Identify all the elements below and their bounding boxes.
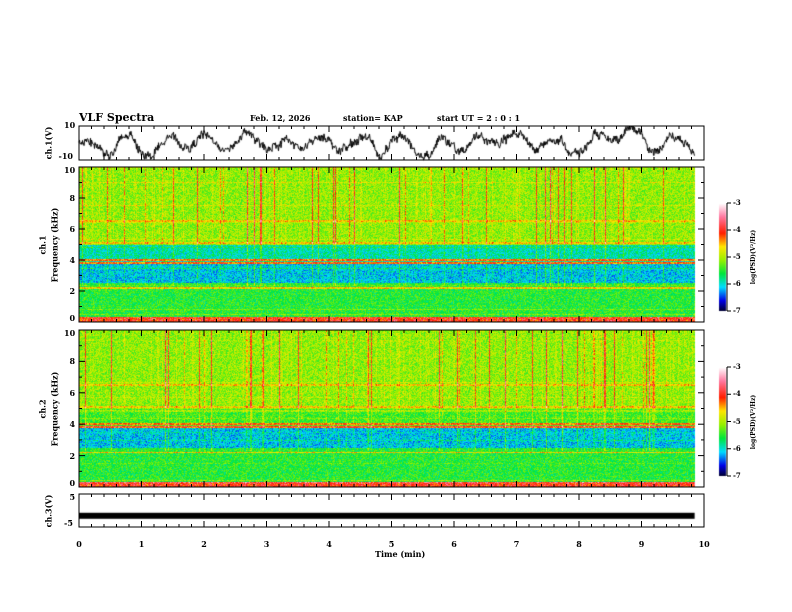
y-tick-label: 4 [69, 255, 76, 265]
y-tick-label: 6 [69, 224, 76, 234]
x-tick-label: 0 [76, 539, 82, 549]
colorbar-tick-label: -6 [733, 279, 741, 288]
x-tick-label: 3 [263, 539, 270, 549]
y-axis-label: ch.3(V) [42, 494, 53, 527]
y-tick-label: 10 [64, 328, 76, 338]
x-tick-label: 10 [698, 539, 710, 549]
y-tick-label: 5 [69, 492, 76, 502]
y-axis-label: ch.1(V) [42, 126, 53, 160]
y-tick-label: 2 [69, 286, 76, 296]
y-tick-label: 4 [69, 419, 76, 430]
y-tick-label: 0 [69, 478, 76, 488]
station-label: station= KAP [343, 113, 403, 123]
y-axis-channel-label: ch.1 [37, 234, 48, 255]
y-axis-label: Frequency (kHz) [48, 207, 59, 282]
colorbar-tick-label: -3 [733, 198, 741, 207]
y-axis-channel-label: ch.2 [37, 398, 48, 419]
colorbar-label: log(PSD)(V²/Hz) [750, 229, 758, 285]
y-tick-label: 10 [64, 165, 76, 175]
x-tick-label: 7 [513, 539, 520, 549]
y-tick-label: 2 [69, 450, 76, 461]
chart-title: VLF Spectra [79, 111, 155, 124]
y-tick-label: 10 [64, 120, 76, 130]
x-tick-label: 6 [451, 539, 457, 549]
ch1-spec-frame [78, 166, 705, 323]
colorbar-tick-label: -3 [733, 362, 741, 371]
colorbar-tick-label: -7 [733, 306, 741, 315]
colorbar-tick-label: -4 [733, 225, 741, 234]
ch2-spec-frame [78, 329, 705, 488]
date-label: Feb. 12, 2026 [250, 113, 311, 123]
x-tick-label: 9 [638, 539, 645, 549]
start-ut-label: start UT = 2 : 0 : 1 [437, 113, 521, 123]
y-tick-label: 0 [69, 313, 76, 323]
x-tick-label: 4 [326, 539, 332, 549]
y-tick-label: -5 [64, 518, 73, 528]
colorbar-tick-label: -4 [733, 389, 741, 399]
colorbar-tick-label: -6 [733, 443, 741, 453]
y-axis-label: Frequency (kHz) [48, 371, 59, 446]
x-axis-label: Time (min) [375, 549, 426, 559]
x-tick-label: 2 [201, 539, 207, 549]
x-tick-label: 8 [576, 539, 582, 549]
y-tick-label: -10 [58, 151, 73, 161]
colorbar-tick-label: -5 [733, 416, 741, 426]
y-tick-label: 8 [69, 193, 76, 203]
colorbar-label: log(PSD)(V²/Hz) [750, 394, 758, 449]
colorbar-tick-label: -7 [733, 471, 741, 480]
y-tick-label: 8 [69, 356, 76, 367]
y-tick-label: 6 [69, 387, 76, 398]
colorbar-tick-label: -5 [733, 252, 741, 261]
x-tick-label: 1 [138, 539, 145, 549]
x-tick-label: 5 [388, 539, 395, 549]
